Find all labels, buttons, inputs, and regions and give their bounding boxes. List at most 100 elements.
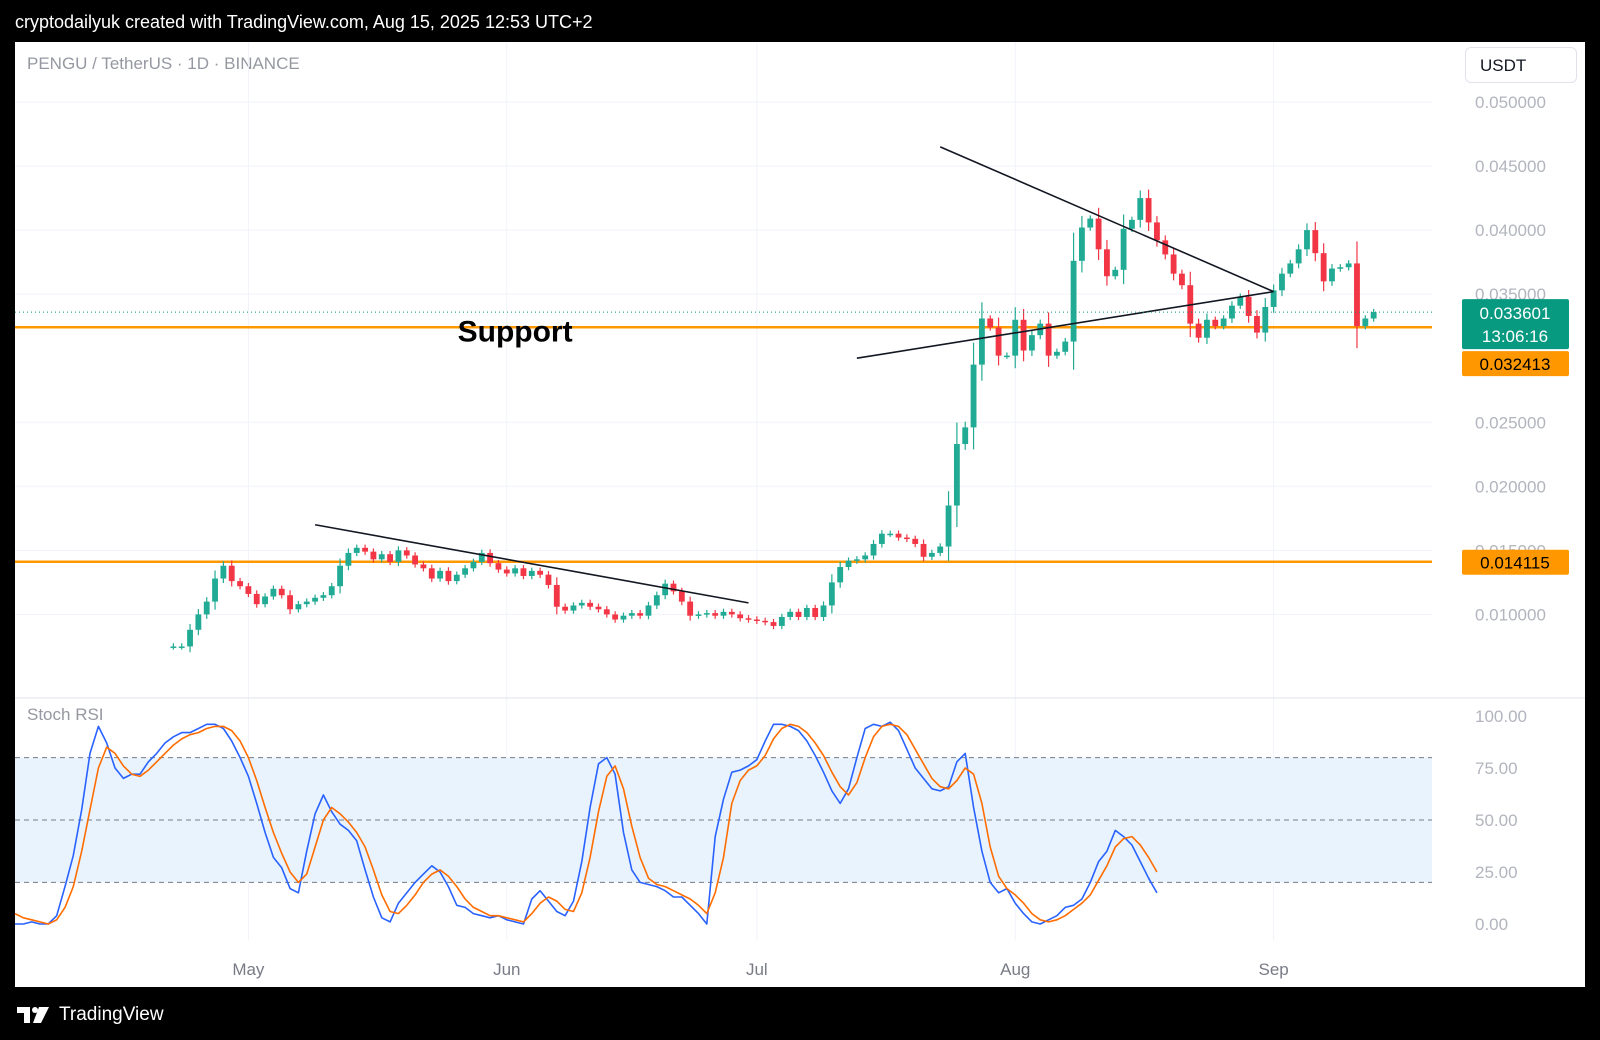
candle-body <box>262 596 268 605</box>
candle-body <box>1279 273 1285 291</box>
candle-body <box>1320 253 1327 282</box>
candle-body <box>328 586 335 596</box>
candle-body <box>1079 227 1085 261</box>
oscillator-tick-label: 50.00 <box>1475 811 1518 830</box>
candle-body <box>1204 319 1210 338</box>
candle-body <box>845 560 852 568</box>
candle-body <box>403 550 410 556</box>
candle-body <box>853 559 860 561</box>
candle-body <box>828 582 835 606</box>
tradingview-brand[interactable]: TradingView <box>17 1004 164 1026</box>
candle-body <box>320 595 327 598</box>
candle-body <box>453 574 460 582</box>
candle-body <box>553 584 560 607</box>
candle-body <box>1179 273 1185 286</box>
candle-body <box>728 611 735 615</box>
candle-body <box>337 565 343 587</box>
stoch-d-line <box>14 723 1158 925</box>
candle-body <box>528 570 535 576</box>
candle-body <box>1195 323 1202 338</box>
support-price-label: 0.032413 <box>1480 355 1551 374</box>
candle-body <box>462 568 469 575</box>
candle-body <box>203 601 210 615</box>
candle-body <box>245 586 252 594</box>
candle-body <box>303 601 310 605</box>
candle-body <box>887 533 894 536</box>
candle-body <box>670 583 677 592</box>
candle-body <box>512 568 519 574</box>
candle-body <box>945 505 952 547</box>
candle-body <box>837 567 844 583</box>
support-price-badge <box>1462 351 1569 377</box>
candle-body <box>762 620 769 623</box>
candle-body <box>1304 230 1310 250</box>
y-tick-label: 0.040000 <box>1475 221 1546 240</box>
x-tick-label: Jul <box>746 960 768 979</box>
candle-body <box>1270 290 1277 307</box>
candle-body <box>1137 198 1144 220</box>
candle-body <box>1062 341 1069 352</box>
candle-body <box>1162 240 1169 255</box>
trend-line <box>314 523 749 604</box>
symbol-title: PENGU / TetherUS · 1D · BINANCE <box>27 54 300 73</box>
candle-body <box>1012 319 1019 356</box>
candle-body <box>295 604 302 610</box>
trend-line <box>939 146 1274 293</box>
candle-body <box>170 646 177 648</box>
oscillator-tick-label: 25.00 <box>1475 863 1518 882</box>
credit-text: cryptodailyuk created with TradingView.c… <box>15 12 593 32</box>
candle-body <box>437 570 444 579</box>
candle-body <box>737 614 744 619</box>
currency-selector[interactable]: USDT <box>1465 47 1577 83</box>
candle-body <box>1262 306 1269 333</box>
candle-body <box>953 444 960 506</box>
candle-body <box>570 605 577 611</box>
candle-body <box>1254 315 1260 333</box>
candle-body <box>1053 351 1060 356</box>
candle-body <box>1154 222 1160 241</box>
candle-body <box>720 611 727 616</box>
candle-body <box>387 554 394 562</box>
candle-body <box>1120 228 1127 270</box>
candle-body <box>970 364 977 428</box>
candle-body <box>1329 268 1335 282</box>
candle-body <box>1145 198 1152 223</box>
candle-body <box>795 611 802 617</box>
candle-body <box>1237 296 1244 306</box>
candle-body <box>1245 296 1252 316</box>
trend-line <box>856 290 1274 359</box>
y-tick-label: 0.050000 <box>1475 93 1546 112</box>
candle-body <box>503 569 510 574</box>
candle-body <box>1170 254 1177 274</box>
candle-body <box>470 561 477 569</box>
candle-body <box>745 618 752 620</box>
candle-body <box>712 613 719 616</box>
candle-body <box>1112 269 1119 277</box>
credit-bar: cryptodailyuk created with TradingView.c… <box>0 0 1600 42</box>
candle-body <box>620 615 627 620</box>
candle-body <box>587 602 594 607</box>
candle-body <box>962 427 969 445</box>
candle-body <box>928 552 935 557</box>
x-tick-label: May <box>232 960 265 979</box>
candle-body <box>912 538 919 544</box>
candle-body <box>270 588 277 597</box>
candle-body <box>495 563 502 570</box>
x-tick-label: Jun <box>493 960 520 979</box>
last-price-badge <box>1462 299 1569 350</box>
candle-body <box>1337 267 1344 269</box>
candle-body <box>628 613 635 616</box>
candle-body <box>878 533 885 544</box>
candle-body <box>487 552 494 564</box>
candle-body <box>770 622 777 626</box>
footer-brand-label: TradingView <box>59 1004 164 1025</box>
candle-body <box>345 552 352 566</box>
candle-body <box>812 608 819 617</box>
candle-body <box>228 565 235 582</box>
candle-body <box>478 552 485 562</box>
candle-body <box>787 611 794 617</box>
candle-body <box>520 568 527 576</box>
candle-body <box>1003 355 1010 358</box>
oscillator-tick-label: 75.00 <box>1475 759 1518 778</box>
